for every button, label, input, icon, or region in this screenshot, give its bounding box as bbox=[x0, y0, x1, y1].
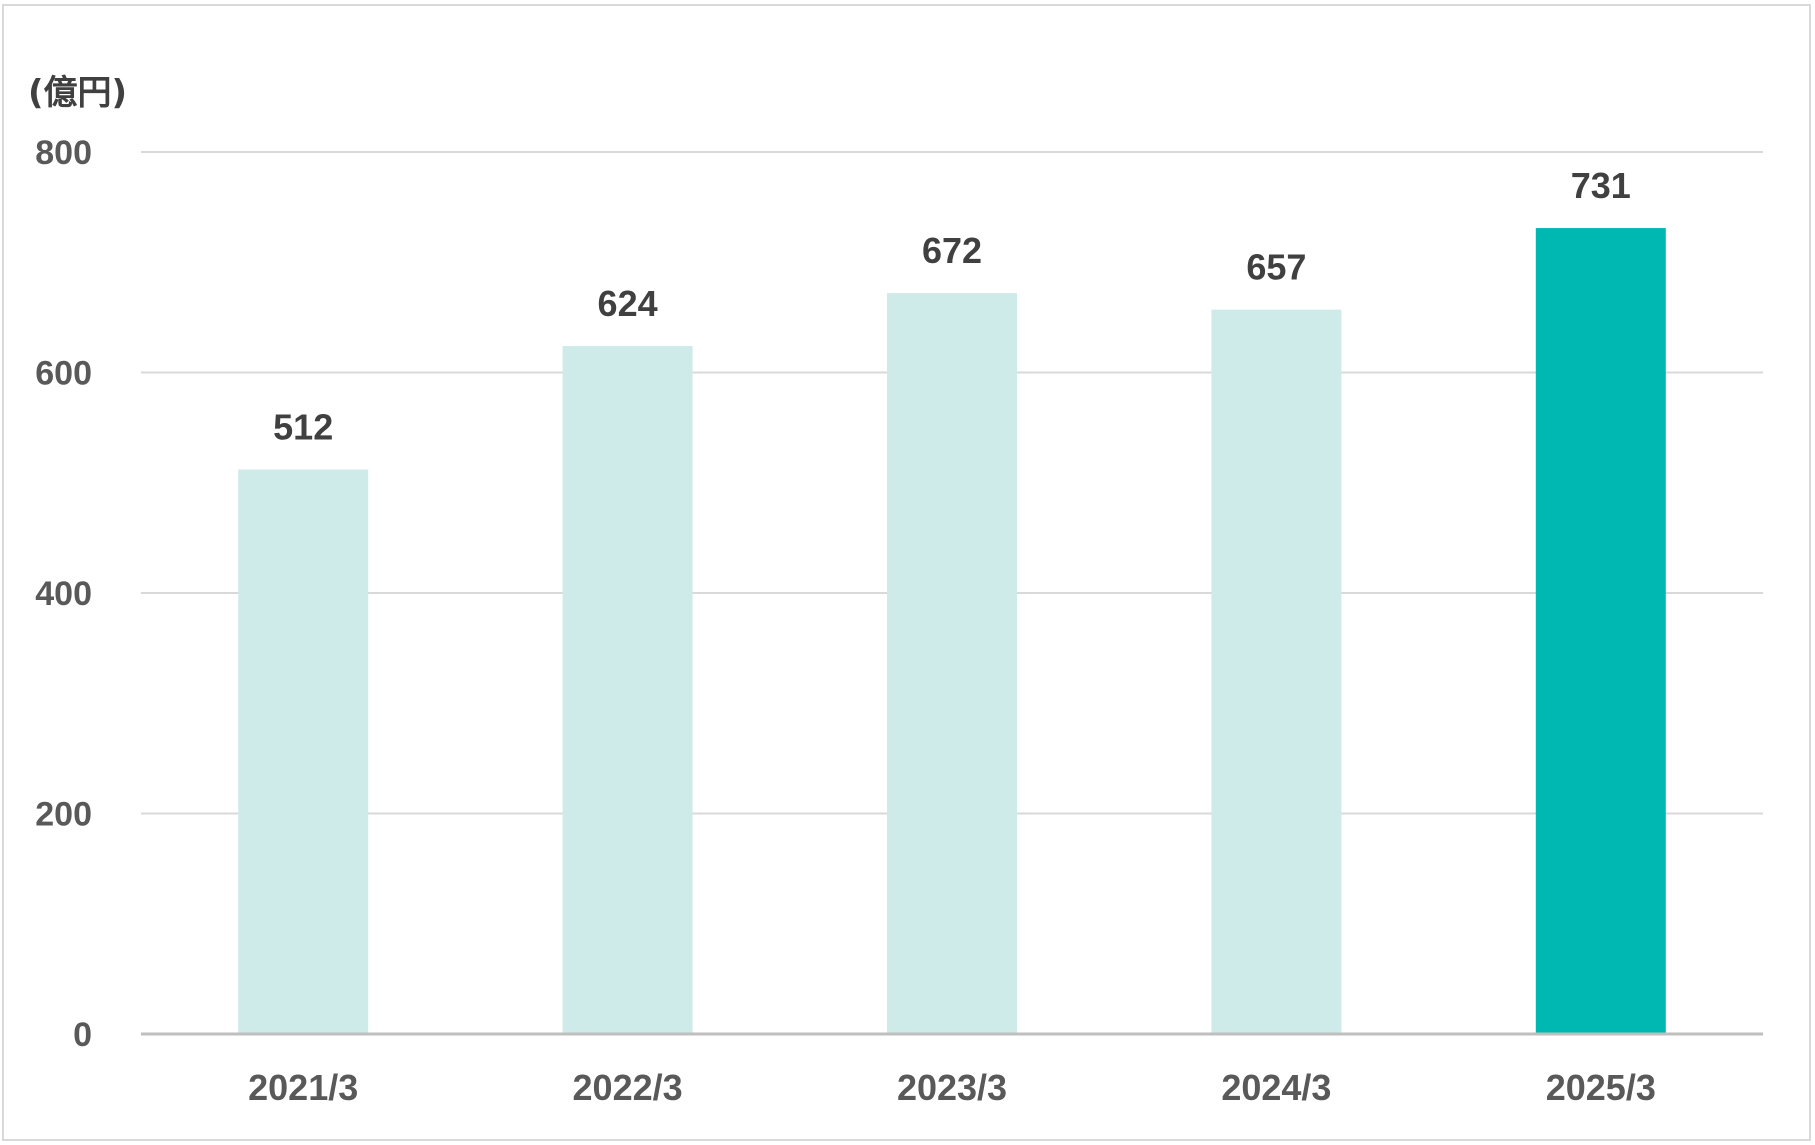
bar bbox=[562, 346, 693, 1034]
data-label: 512 bbox=[273, 407, 333, 448]
bar bbox=[887, 293, 1017, 1034]
bar bbox=[1211, 309, 1342, 1035]
data-label: 657 bbox=[1246, 247, 1306, 288]
data-label: 624 bbox=[598, 283, 658, 324]
x-tick-label: 2022/3 bbox=[573, 1067, 683, 1108]
x-tick-label: 2025/3 bbox=[1546, 1067, 1656, 1108]
y-tick-label: 800 bbox=[35, 134, 92, 172]
x-tick-label: 2021/3 bbox=[248, 1067, 358, 1108]
bars bbox=[238, 228, 1666, 1035]
labels: 0 200 400 600 800 512 2021/3 624 2022/3 672 2023/3… bbox=[35, 134, 1656, 1108]
x-tick-label: 2024/3 bbox=[1221, 1067, 1331, 1108]
y-tick-label: 0 bbox=[73, 1016, 92, 1054]
bar bbox=[1535, 228, 1666, 1034]
bar bbox=[238, 469, 369, 1034]
y-tick-label: 400 bbox=[35, 575, 92, 613]
y-tick-label: 200 bbox=[35, 796, 92, 834]
x-tick-label: 2023/3 bbox=[897, 1067, 1007, 1108]
y-tick-label: 600 bbox=[35, 355, 92, 393]
y-axis-unit-label: (億円) bbox=[28, 73, 127, 113]
data-label: 731 bbox=[1571, 165, 1631, 206]
data-label: 672 bbox=[922, 230, 982, 271]
